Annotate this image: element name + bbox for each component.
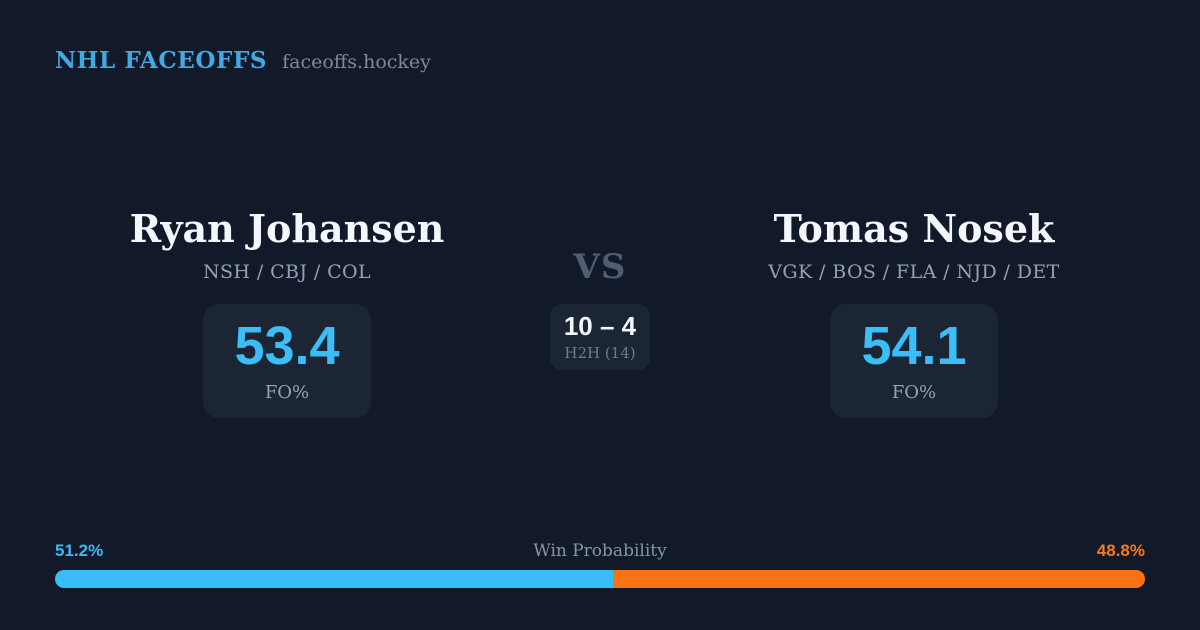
player-right-fo-box: 54.1 FO% <box>830 303 998 418</box>
header: NHL FACEOFFS faceoffs.hockey <box>55 47 431 74</box>
win-probability-right-pct: 48.8% <box>1096 541 1145 560</box>
win-probability-bar-left <box>55 570 614 588</box>
player-left-fo-value: 53.4 <box>234 315 340 376</box>
player-right-column: Tomas Nosek VGK / BOS / FLA / NJD / DET … <box>704 208 1124 418</box>
player-left-name: Ryan Johansen <box>129 206 445 251</box>
player-left-column: Ryan Johansen NSH / CBJ / COL 53.4 FO% <box>77 208 497 418</box>
h2h-box: 10 – 4 H2H (14) <box>550 304 650 370</box>
player-left-fo-box: 53.4 FO% <box>203 303 371 418</box>
player-left-teams: NSH / CBJ / COL <box>202 260 372 283</box>
brand-title: NHL FACEOFFS <box>55 47 268 74</box>
player-right-name: Tomas Nosek <box>773 206 1055 251</box>
win-probability-bar-right <box>613 570 1145 588</box>
player-right-fo-label: FO% <box>891 381 937 403</box>
win-probability-labels: 51.2% Win Probability 48.8% <box>55 541 1145 561</box>
win-probability-section: 51.2% Win Probability 48.8% <box>55 541 1145 588</box>
versus-column: VS 10 – 4 H2H (14) <box>500 250 700 370</box>
vs-label: VS <box>573 247 627 287</box>
player-left-fo-label: FO% <box>264 381 310 403</box>
win-probability-bar <box>55 570 1145 588</box>
player-right-fo-value: 54.1 <box>861 315 967 376</box>
player-right-teams: VGK / BOS / FLA / NJD / DET <box>768 260 1060 283</box>
h2h-label: H2H (14) <box>564 343 636 362</box>
site-url: faceoffs.hockey <box>282 51 431 73</box>
win-probability-title: Win Probability <box>533 541 667 561</box>
h2h-score: 10 – 4 <box>563 310 637 341</box>
win-probability-left-pct: 51.2% <box>55 541 104 560</box>
